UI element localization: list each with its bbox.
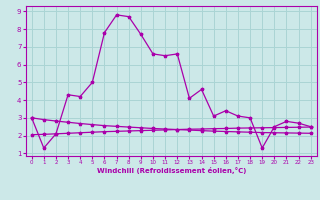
X-axis label: Windchill (Refroidissement éolien,°C): Windchill (Refroidissement éolien,°C) bbox=[97, 167, 246, 174]
